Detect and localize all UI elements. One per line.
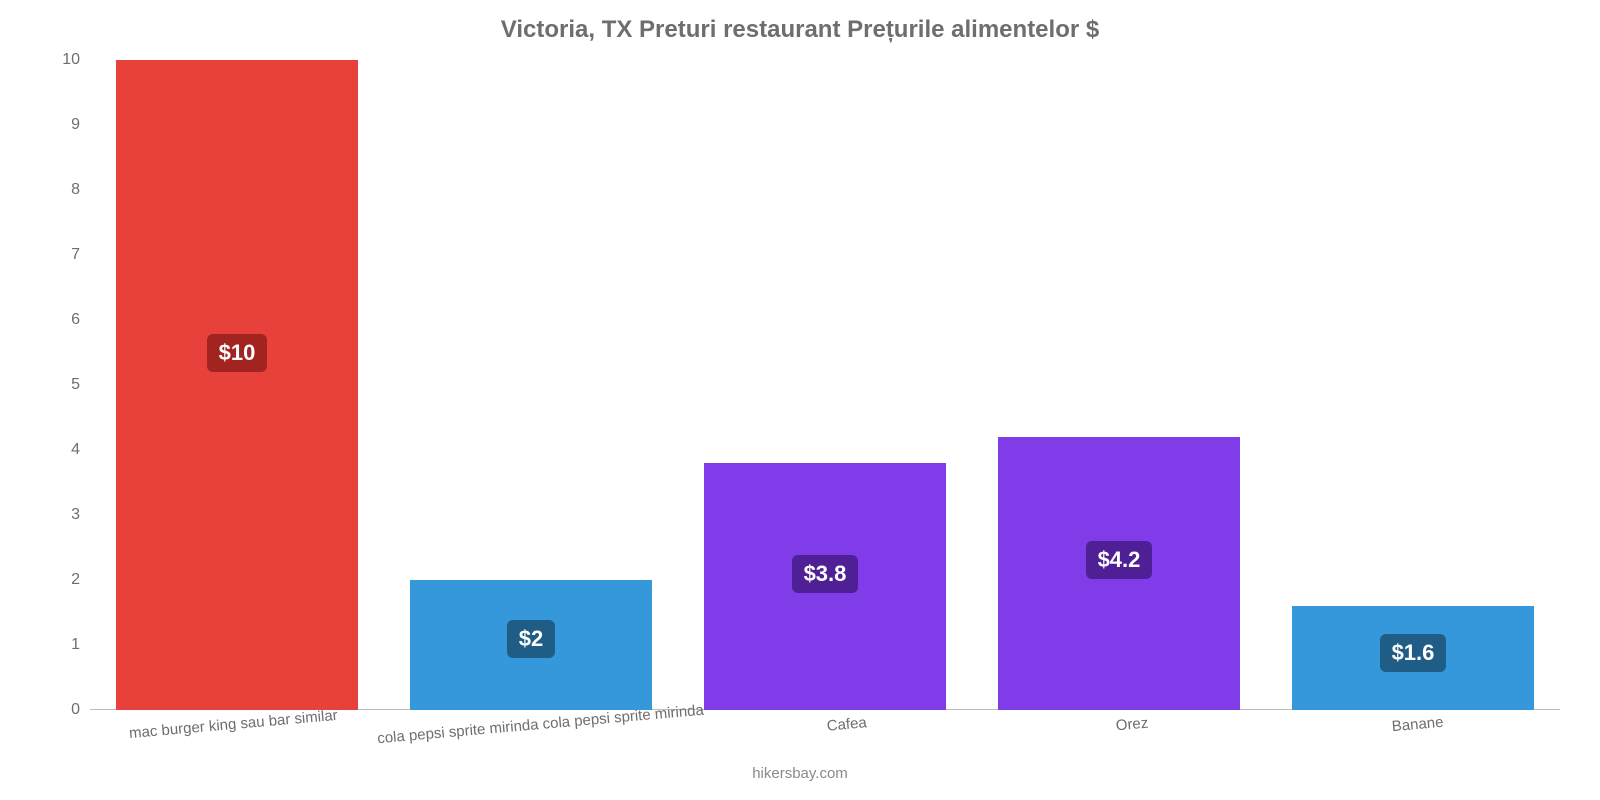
bar: $3.8	[704, 463, 945, 710]
bar-slot: $1.6	[1266, 60, 1560, 710]
x-label-slot: Cafea	[703, 716, 989, 734]
y-tick-label: 2	[71, 571, 80, 589]
bar-slot: $3.8	[678, 60, 972, 710]
price-bar-chart: Victoria, TX Preturi restaurant Prețuril…	[0, 0, 1600, 800]
bar-slot: $4.2	[972, 60, 1266, 710]
x-label: Orez	[1115, 715, 1149, 735]
y-tick-label: 7	[71, 246, 80, 264]
bar-slot: $10	[90, 60, 384, 710]
bar-value-label: $4.2	[1086, 541, 1153, 579]
x-label-slot: cola pepsi sprite mirinda cola pepsi spr…	[376, 716, 704, 734]
bar: $2	[410, 580, 651, 710]
bar-value-label: $1.6	[1380, 634, 1447, 672]
plot-area: 012345678910 $10$2$3.8$4.2$1.6	[90, 60, 1560, 710]
y-tick-label: 0	[71, 701, 80, 719]
y-tick-label: 1	[71, 636, 80, 654]
y-tick-label: 6	[71, 311, 80, 329]
chart-title: Victoria, TX Preturi restaurant Prețuril…	[0, 0, 1600, 44]
bar-value-label: $3.8	[792, 555, 859, 593]
y-tick-label: 9	[71, 116, 80, 134]
bars-container: $10 $2 $3.8 $4.2 $1.6	[90, 60, 1560, 710]
x-label-slot: Orez	[989, 716, 1275, 734]
y-tick-label: 10	[62, 51, 80, 69]
y-tick-label: 4	[71, 441, 80, 459]
bar: $10	[116, 60, 357, 710]
x-label: Cafea	[826, 714, 867, 734]
x-axis-labels: mac burger king sau bar similarcola peps…	[90, 716, 1560, 734]
bar-value-label: $10	[207, 334, 268, 372]
bar: $4.2	[998, 437, 1239, 710]
bar-value-label: $2	[507, 620, 555, 658]
bar-slot: $2	[384, 60, 678, 710]
x-label-slot: mac burger king sau bar similar	[90, 716, 376, 734]
bar: $1.6	[1292, 606, 1533, 710]
x-label: mac burger king sau bar similar	[129, 707, 339, 742]
x-label: Banane	[1391, 714, 1444, 735]
y-tick-label: 8	[71, 181, 80, 199]
y-tick-label: 5	[71, 376, 80, 394]
y-tick-label: 3	[71, 506, 80, 524]
chart-footer: hikersbay.com	[0, 765, 1600, 782]
x-label-slot: Banane	[1274, 716, 1560, 734]
